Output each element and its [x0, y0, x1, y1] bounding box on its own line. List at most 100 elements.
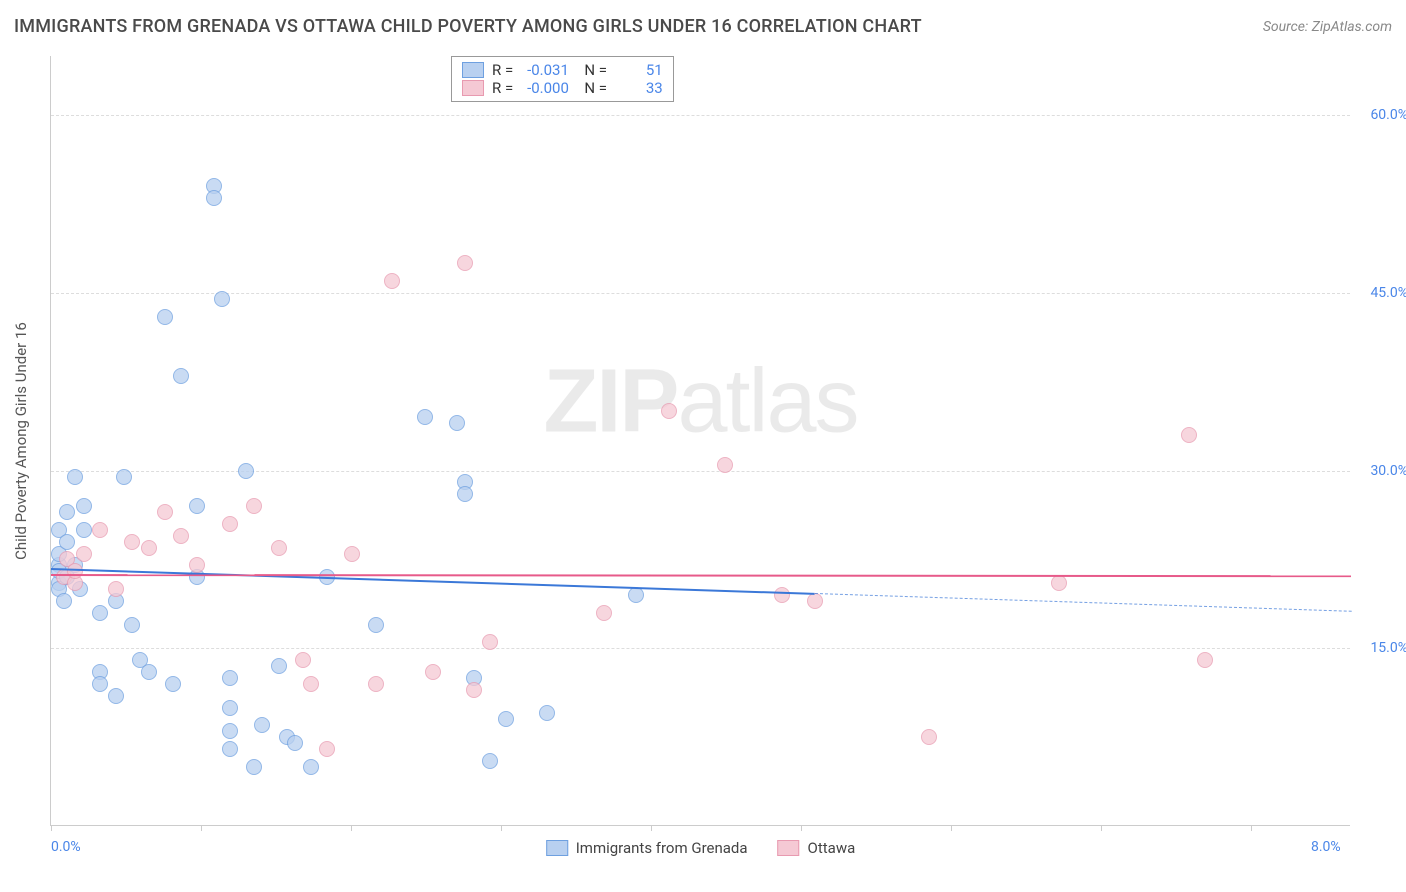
data-point — [498, 711, 514, 727]
data-point — [67, 469, 83, 485]
data-point — [76, 498, 92, 514]
data-point — [116, 469, 132, 485]
data-point — [295, 652, 311, 668]
data-point — [238, 463, 254, 479]
data-point — [222, 670, 238, 686]
data-point — [807, 593, 823, 609]
data-point — [539, 705, 555, 721]
data-point — [92, 605, 108, 621]
data-point — [108, 581, 124, 597]
y-axis-title: Child Poverty Among Girls Under 16 — [12, 322, 30, 560]
data-point — [59, 504, 75, 520]
x-tick-mark — [501, 825, 502, 831]
data-point — [141, 664, 157, 680]
x-tick-mark — [51, 825, 52, 831]
data-point — [76, 522, 92, 538]
legend-stat-row: R = -0.031 N = 51 — [462, 61, 663, 79]
y-tick-label: 15.0% — [1370, 640, 1406, 656]
legend-item: Immigrants from Grenada — [546, 839, 748, 857]
data-point — [246, 759, 262, 775]
legend-label: Ottawa — [808, 839, 856, 857]
data-point — [157, 309, 173, 325]
x-tick-mark — [351, 825, 352, 831]
data-point — [596, 605, 612, 621]
data-point — [1181, 427, 1197, 443]
data-point — [56, 593, 72, 609]
data-point — [368, 617, 384, 633]
data-point — [457, 486, 473, 502]
data-point — [717, 457, 733, 473]
data-point — [482, 634, 498, 650]
x-tick-mark — [951, 825, 952, 831]
source-link[interactable]: ZipAtlas.com — [1312, 19, 1392, 35]
data-point — [141, 540, 157, 556]
data-point — [774, 587, 790, 603]
data-point — [1197, 652, 1213, 668]
legend-swatch — [462, 62, 484, 78]
data-point — [417, 409, 433, 425]
legend-swatch — [462, 80, 484, 96]
data-point — [319, 741, 335, 757]
legend-swatch — [546, 840, 568, 856]
data-point — [165, 676, 181, 692]
data-point — [222, 723, 238, 739]
y-tick-label: 45.0% — [1370, 285, 1406, 301]
x-tick-mark — [1101, 825, 1102, 831]
x-tick-label: 8.0% — [1311, 839, 1341, 855]
data-point — [76, 546, 92, 562]
data-point — [384, 273, 400, 289]
trend-line — [815, 593, 1351, 612]
data-point — [124, 534, 140, 550]
trend-line — [51, 568, 815, 595]
grid-line — [51, 293, 1350, 294]
data-point — [59, 534, 75, 550]
x-tick-mark — [201, 825, 202, 831]
data-point — [246, 498, 262, 514]
data-point — [124, 617, 140, 633]
data-point — [482, 753, 498, 769]
legend-swatch — [778, 840, 800, 856]
data-point — [67, 563, 83, 579]
data-point — [92, 676, 108, 692]
legend-series: Immigrants from Grenada Ottawa — [546, 839, 856, 857]
data-point — [254, 717, 270, 733]
data-point — [368, 676, 384, 692]
data-point — [108, 688, 124, 704]
source-attribution: Source: ZipAtlas.com — [1263, 19, 1392, 35]
data-point — [271, 658, 287, 674]
data-point — [303, 759, 319, 775]
data-point — [628, 587, 644, 603]
plot-area: Child Poverty Among Girls Under 16 ZIPat… — [50, 56, 1350, 826]
data-point — [189, 557, 205, 573]
data-point — [661, 403, 677, 419]
data-point — [457, 255, 473, 271]
data-point — [271, 540, 287, 556]
legend-item: Ottawa — [778, 839, 856, 857]
data-point — [206, 190, 222, 206]
x-tick-mark — [801, 825, 802, 831]
data-point — [287, 735, 303, 751]
data-point — [466, 682, 482, 698]
data-point — [173, 528, 189, 544]
data-point — [449, 415, 465, 431]
grid-line — [51, 648, 1350, 649]
data-point — [92, 522, 108, 538]
legend-stats: R = -0.031 N = 51R = -0.000 N = 33 — [451, 56, 674, 102]
watermark: ZIPatlas — [543, 351, 857, 454]
data-point — [303, 676, 319, 692]
data-point — [157, 504, 173, 520]
data-point — [173, 368, 189, 384]
data-point — [222, 516, 238, 532]
y-tick-label: 60.0% — [1370, 107, 1406, 123]
x-tick-label: 0.0% — [51, 839, 81, 855]
data-point — [921, 729, 937, 745]
x-tick-mark — [1251, 825, 1252, 831]
legend-label: Immigrants from Grenada — [576, 839, 748, 857]
x-tick-mark — [651, 825, 652, 831]
chart-title: IMMIGRANTS FROM GRENADA VS OTTAWA CHILD … — [14, 16, 922, 37]
data-point — [214, 291, 230, 307]
y-tick-label: 30.0% — [1370, 463, 1406, 479]
legend-stat-row: R = -0.000 N = 33 — [462, 79, 663, 97]
data-point — [189, 498, 205, 514]
data-point — [222, 741, 238, 757]
